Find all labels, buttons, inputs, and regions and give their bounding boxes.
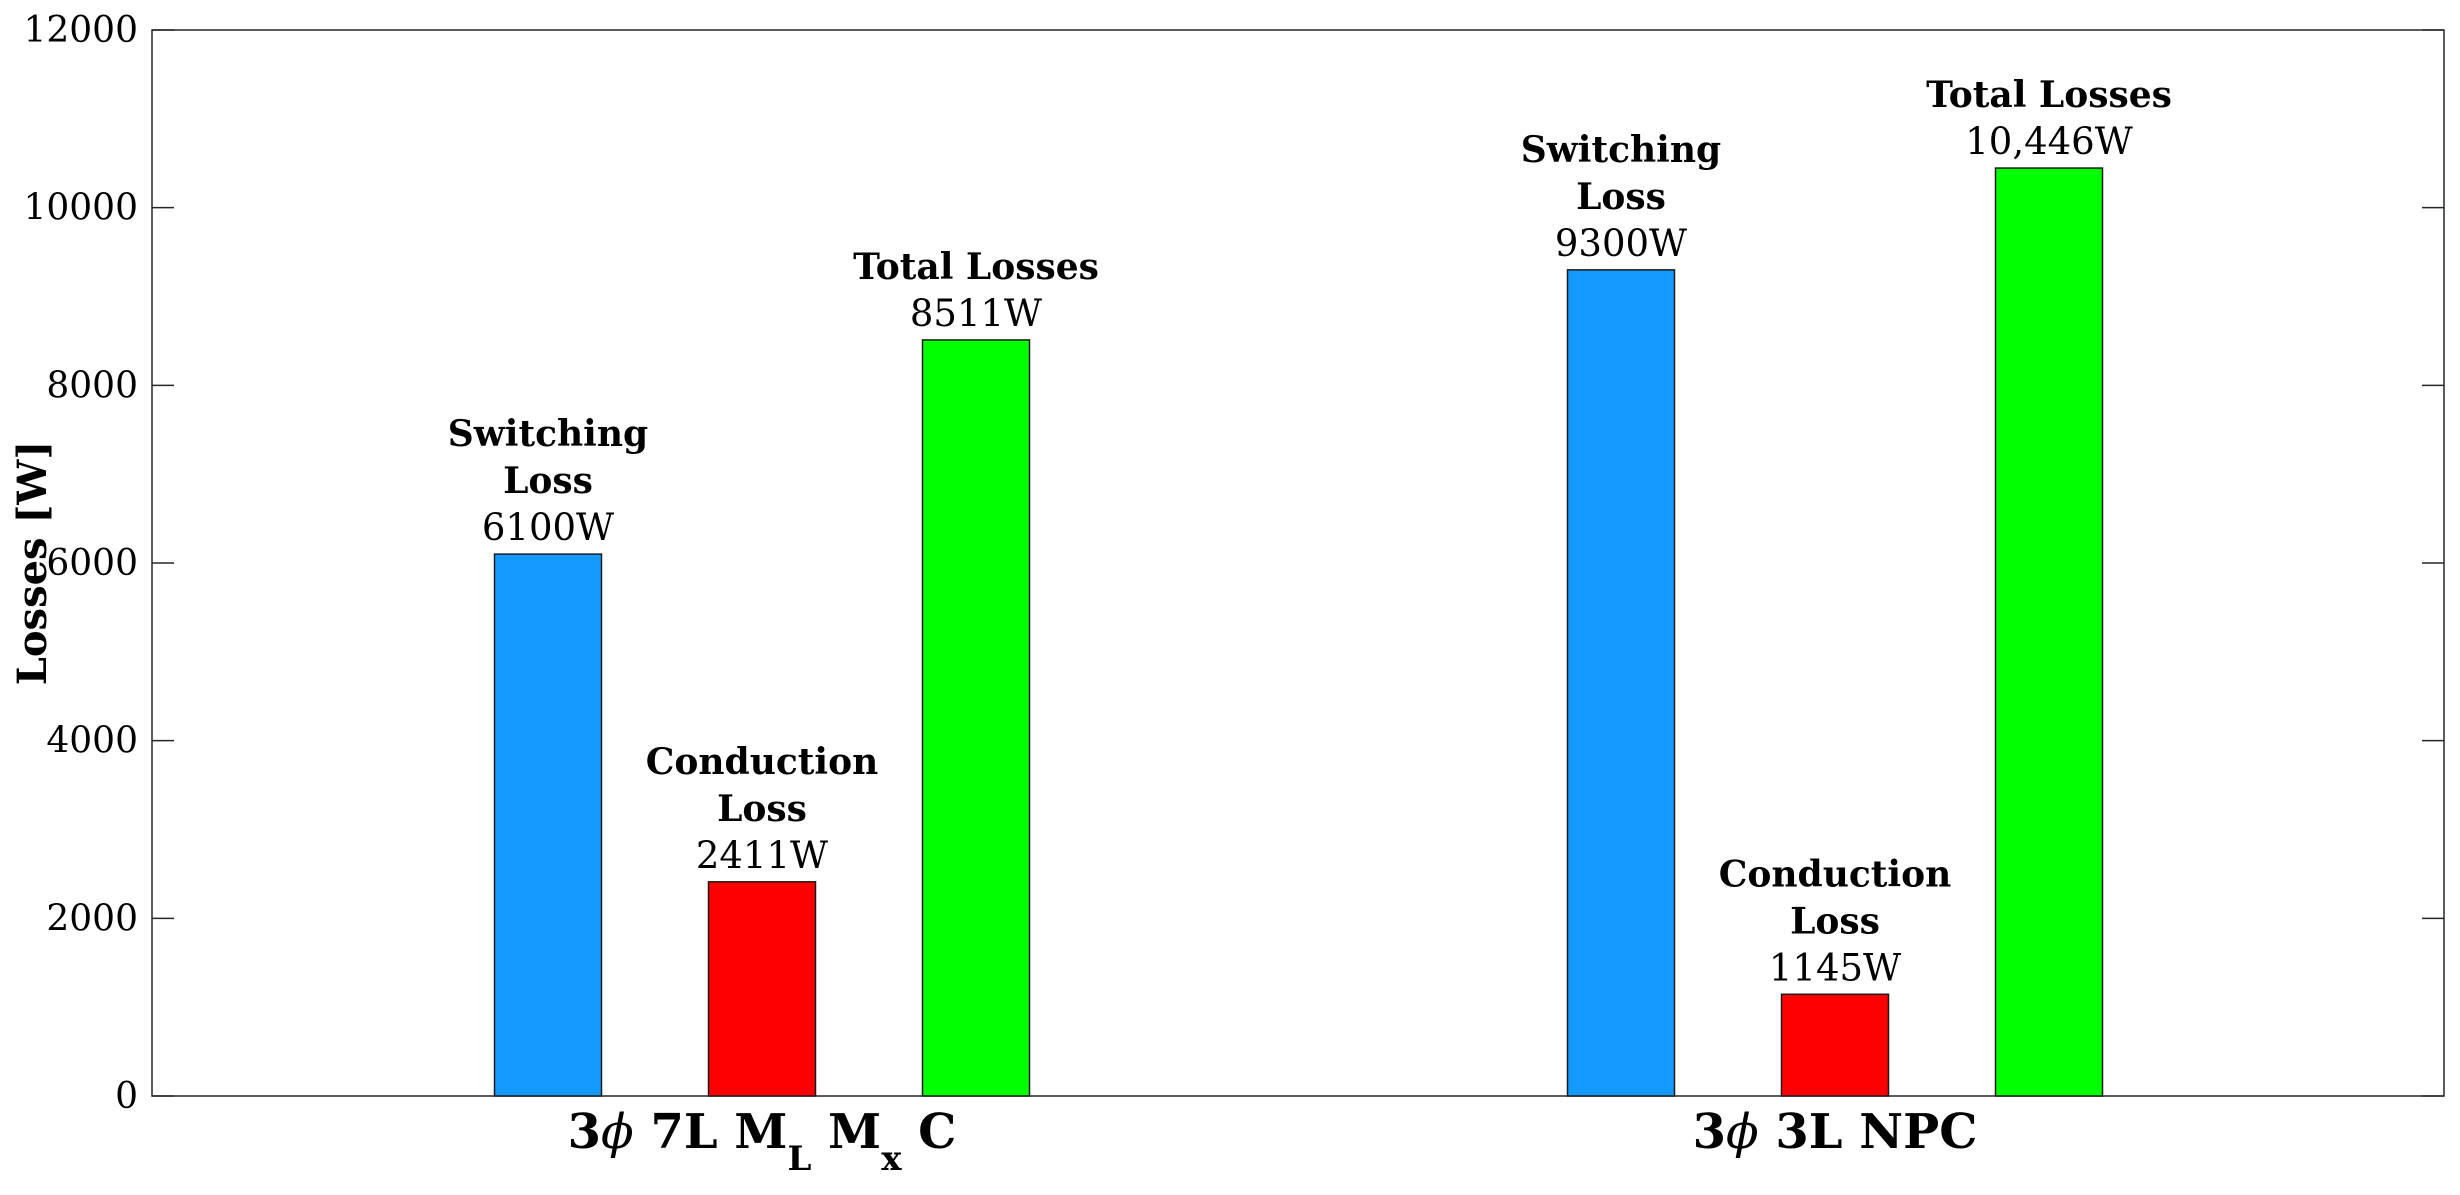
bar-series-label: Loss [503,460,593,502]
bar-labels: SwitchingLoss6100WSwitchingLoss9300WCond… [448,74,2172,989]
bar-switching-loss [493,553,603,1097]
bar-series-label: Loss [717,788,807,830]
bar-series-label: Total Losses [853,246,1099,288]
bar-value-label: 9300W [1555,222,1687,265]
bar-value-label: 6100W [482,506,614,549]
bar-series-label: Conduction [646,741,879,783]
y-tick-label: 4000 [46,721,138,762]
category-labels: 3ϕ 7L ML Mx C 3ϕ 3L NPC [568,1104,1978,1179]
bar-value-label: 10,446W [1965,120,2133,163]
bar-series-label: Switching [448,413,648,455]
bar-switching-loss [1566,269,1676,1097]
x-category-label: 3ϕ 3L NPC [1693,1104,1978,1160]
y-tick-label: 0 [115,1076,138,1117]
y-tick-label: 2000 [46,898,138,939]
bar-total-losses [1994,167,2104,1097]
y-axis-label: Losses [W] [9,441,56,686]
y-tick-label: 12000 [23,10,138,51]
bar-conduction-loss [707,881,817,1097]
y-ticks: 0 2000 4000 6000 8000 10000 12000 [23,10,2444,1117]
bar-value-label: 2411W [696,834,828,877]
bar-value-label: 1145W [1769,946,1901,989]
bar-series-label: Loss [1576,176,1666,218]
bar-conduction-loss [1780,993,1890,1097]
y-tick-label: 6000 [46,543,138,584]
bar-series-label: Conduction [1719,853,1952,895]
x-category-label: 3ϕ 7L ML Mx C [568,1104,957,1179]
y-tick-label: 10000 [23,188,138,229]
bar-series-label: Loss [1790,900,1880,942]
bar-series-label: Total Losses [1926,74,2172,116]
bar-value-label: 8511W [910,292,1042,335]
bar-total-losses [921,339,1031,1097]
y-tick-label: 8000 [46,365,138,406]
bar-series-label: Switching [1521,129,1721,171]
bars [493,167,2104,1097]
